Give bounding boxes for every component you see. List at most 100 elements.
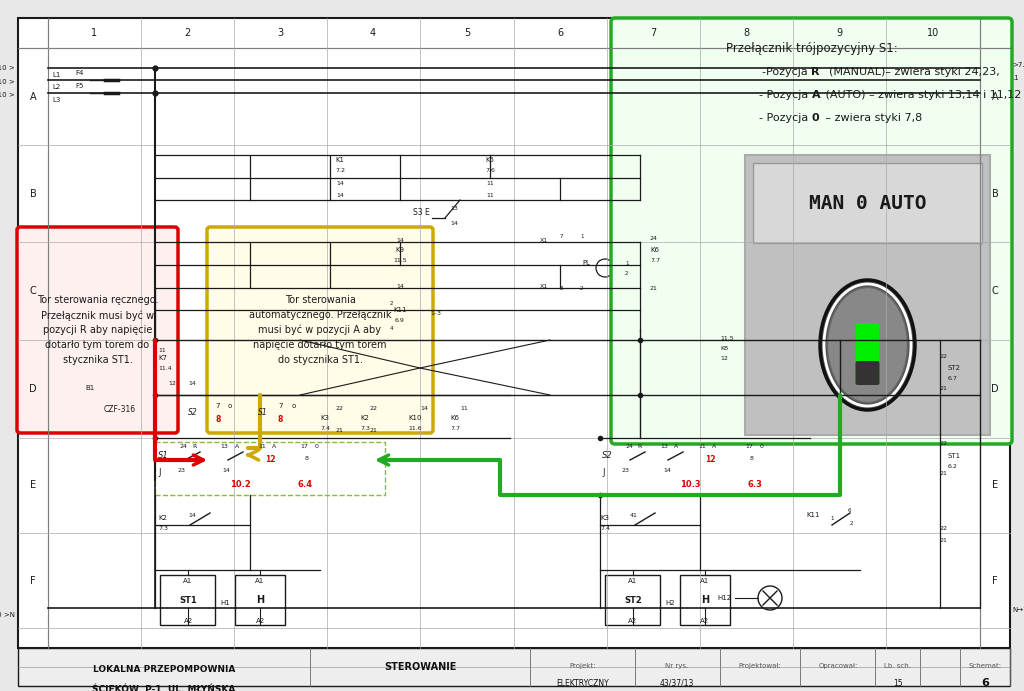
- Text: 11: 11: [486, 181, 494, 186]
- Text: Przełącznik trójpozycyjny S1:: Przełącznik trójpozycyjny S1:: [726, 41, 897, 55]
- Text: 24: 24: [650, 236, 658, 241]
- Text: E: E: [992, 480, 998, 491]
- Text: - Pozycja: - Pozycja: [759, 90, 811, 100]
- Text: ST1: ST1: [179, 596, 197, 605]
- Text: 12: 12: [168, 381, 176, 386]
- Text: N→7.1: N→7.1: [1012, 607, 1024, 613]
- Text: 1: 1: [91, 28, 97, 38]
- Text: 11: 11: [158, 348, 166, 353]
- Text: S1: S1: [158, 451, 169, 460]
- Text: CZF-316: CZF-316: [104, 405, 136, 414]
- Text: K8: K8: [720, 346, 728, 351]
- Text: 14: 14: [222, 468, 229, 473]
- Text: 7.4: 7.4: [600, 526, 610, 531]
- Text: 21: 21: [650, 286, 657, 291]
- Text: 6.4: 6.4: [298, 480, 313, 489]
- Text: Projektował:: Projektował:: [738, 663, 781, 669]
- Text: H1: H1: [220, 600, 230, 606]
- Text: X1: X1: [540, 284, 548, 289]
- Text: 11.4: 11.4: [158, 366, 172, 371]
- Text: 14: 14: [450, 221, 458, 226]
- FancyBboxPatch shape: [18, 648, 1010, 686]
- Text: 0: 0: [760, 444, 764, 449]
- Text: 0: 0: [811, 113, 819, 123]
- Text: Schemat:: Schemat:: [969, 663, 1001, 669]
- Text: 22: 22: [335, 406, 343, 411]
- FancyBboxPatch shape: [234, 575, 285, 625]
- Text: 14: 14: [396, 284, 403, 289]
- Text: 21: 21: [940, 471, 948, 476]
- Text: 2: 2: [850, 521, 853, 526]
- Text: 2: 2: [390, 301, 393, 306]
- Text: 4: 4: [390, 326, 393, 331]
- Text: K3: K3: [600, 515, 609, 521]
- Text: H: H: [701, 595, 709, 605]
- Text: (MANUAL)– zwiera styki 24,23,: (MANUAL)– zwiera styki 24,23,: [821, 67, 999, 77]
- Text: 5.10 >: 5.10 >: [0, 65, 15, 71]
- Text: 8: 8: [560, 286, 563, 291]
- Text: B: B: [991, 189, 998, 198]
- Text: ELEKTRYCZNY: ELEKTRYCZNY: [557, 679, 609, 688]
- Text: 12: 12: [720, 356, 728, 361]
- Text: 17: 17: [745, 444, 753, 449]
- Text: 1: 1: [580, 234, 584, 239]
- Text: 12: 12: [705, 455, 716, 464]
- Text: S1: S1: [258, 408, 267, 417]
- Text: 7.3: 7.3: [360, 426, 370, 431]
- Text: 3: 3: [276, 28, 283, 38]
- Text: 10: 10: [927, 28, 939, 38]
- Text: J: J: [602, 468, 604, 477]
- Text: A: A: [234, 444, 240, 449]
- Text: 21: 21: [335, 428, 343, 433]
- Text: 11: 11: [698, 444, 706, 449]
- Text: .1: .1: [1012, 75, 1019, 81]
- Text: 14: 14: [420, 406, 428, 411]
- Text: 22: 22: [940, 526, 948, 531]
- Ellipse shape: [820, 280, 915, 410]
- Text: ST2: ST2: [624, 596, 642, 605]
- Text: 6: 6: [557, 28, 563, 38]
- Text: 22: 22: [940, 354, 948, 359]
- Text: 24: 24: [625, 444, 633, 449]
- Text: 17: 17: [300, 444, 308, 449]
- Text: 13: 13: [660, 444, 668, 449]
- Text: A2: A2: [700, 618, 710, 624]
- Text: 11.5: 11.5: [393, 258, 407, 263]
- Text: o: o: [292, 403, 296, 409]
- Text: 6.9: 6.9: [395, 318, 404, 323]
- FancyBboxPatch shape: [18, 18, 1010, 648]
- Text: A: A: [811, 90, 820, 100]
- Text: -Pozycja: -Pozycja: [762, 67, 811, 77]
- Text: 23: 23: [178, 468, 186, 473]
- FancyBboxPatch shape: [207, 227, 433, 433]
- Text: Opracował:: Opracował:: [818, 663, 858, 669]
- Text: 7.7: 7.7: [650, 258, 660, 263]
- Text: 14: 14: [336, 193, 344, 198]
- Text: 13: 13: [450, 206, 458, 211]
- Text: D: D: [30, 384, 37, 394]
- Text: R: R: [637, 444, 641, 449]
- Text: 12: 12: [265, 455, 275, 464]
- FancyBboxPatch shape: [855, 361, 880, 385]
- Text: C: C: [991, 286, 998, 296]
- Text: K2: K2: [360, 415, 369, 421]
- Text: B: B: [30, 189, 37, 198]
- Text: 5.10 >N: 5.10 >N: [0, 612, 15, 618]
- Text: 41: 41: [630, 513, 638, 518]
- Text: Nr rys.: Nr rys.: [666, 663, 688, 669]
- Text: 5: 5: [464, 28, 470, 38]
- Ellipse shape: [827, 287, 907, 402]
- Text: 24: 24: [180, 444, 188, 449]
- Text: K11: K11: [807, 512, 820, 518]
- Text: o: o: [228, 403, 232, 409]
- FancyBboxPatch shape: [855, 323, 880, 382]
- Text: S2: S2: [188, 408, 198, 417]
- Text: A1: A1: [255, 578, 264, 584]
- Text: 7.3: 7.3: [158, 526, 168, 531]
- Text: LOKALNA PRZEPOMPOWNIA: LOKALNA PRZEPOMPOWNIA: [93, 665, 236, 674]
- Text: K1: K1: [336, 157, 344, 163]
- Text: 13: 13: [220, 444, 228, 449]
- Text: K6: K6: [650, 247, 659, 253]
- Text: A: A: [991, 91, 998, 102]
- Text: H12: H12: [718, 595, 732, 601]
